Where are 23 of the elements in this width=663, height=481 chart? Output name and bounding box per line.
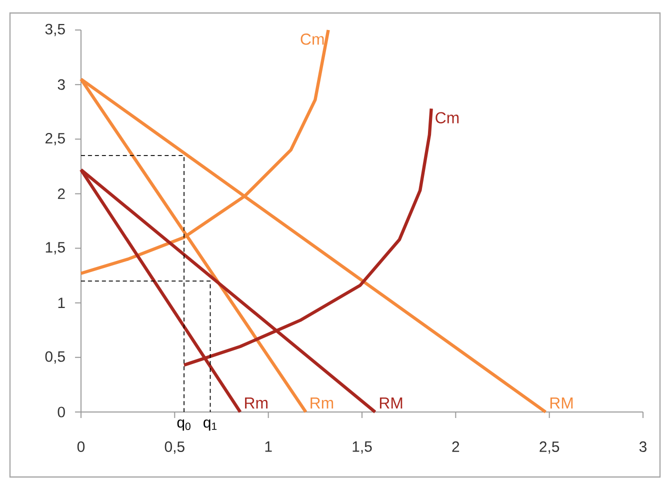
y-tick-label: 3,5: [45, 24, 65, 36]
annotation: q$_{1}$: [204, 420, 217, 431]
x-tick-label: 1,5: [352, 441, 372, 454]
series-label: RM: [380, 398, 402, 408]
series-label: Rm: [310, 398, 334, 408]
x-tick-label: 1: [265, 441, 272, 452]
series-label: Rm: [245, 398, 268, 408]
series-label: Cm: [300, 34, 324, 45]
x-tick-label: 0,5: [164, 441, 184, 454]
y-tick-label: 0: [58, 406, 65, 418]
y-tick-label: 1: [58, 298, 65, 308]
y-tick-label: 1,5: [46, 242, 65, 254]
x-tick-label: 3: [639, 441, 647, 452]
x-tick-label: 2: [452, 441, 460, 452]
y-tick-label: 0,5: [45, 351, 65, 364]
x-tick-label: 2,5: [540, 441, 560, 454]
series-label: RM: [550, 398, 573, 408]
y-tick-label: 2: [58, 188, 65, 199]
annotation: q$_{0}$: [177, 420, 190, 431]
series-label: Cm: [436, 112, 459, 124]
x-tick-label: 0: [77, 441, 85, 452]
y-tick-label: 2,5: [46, 132, 65, 146]
y-tick-label: 3: [58, 79, 65, 90]
